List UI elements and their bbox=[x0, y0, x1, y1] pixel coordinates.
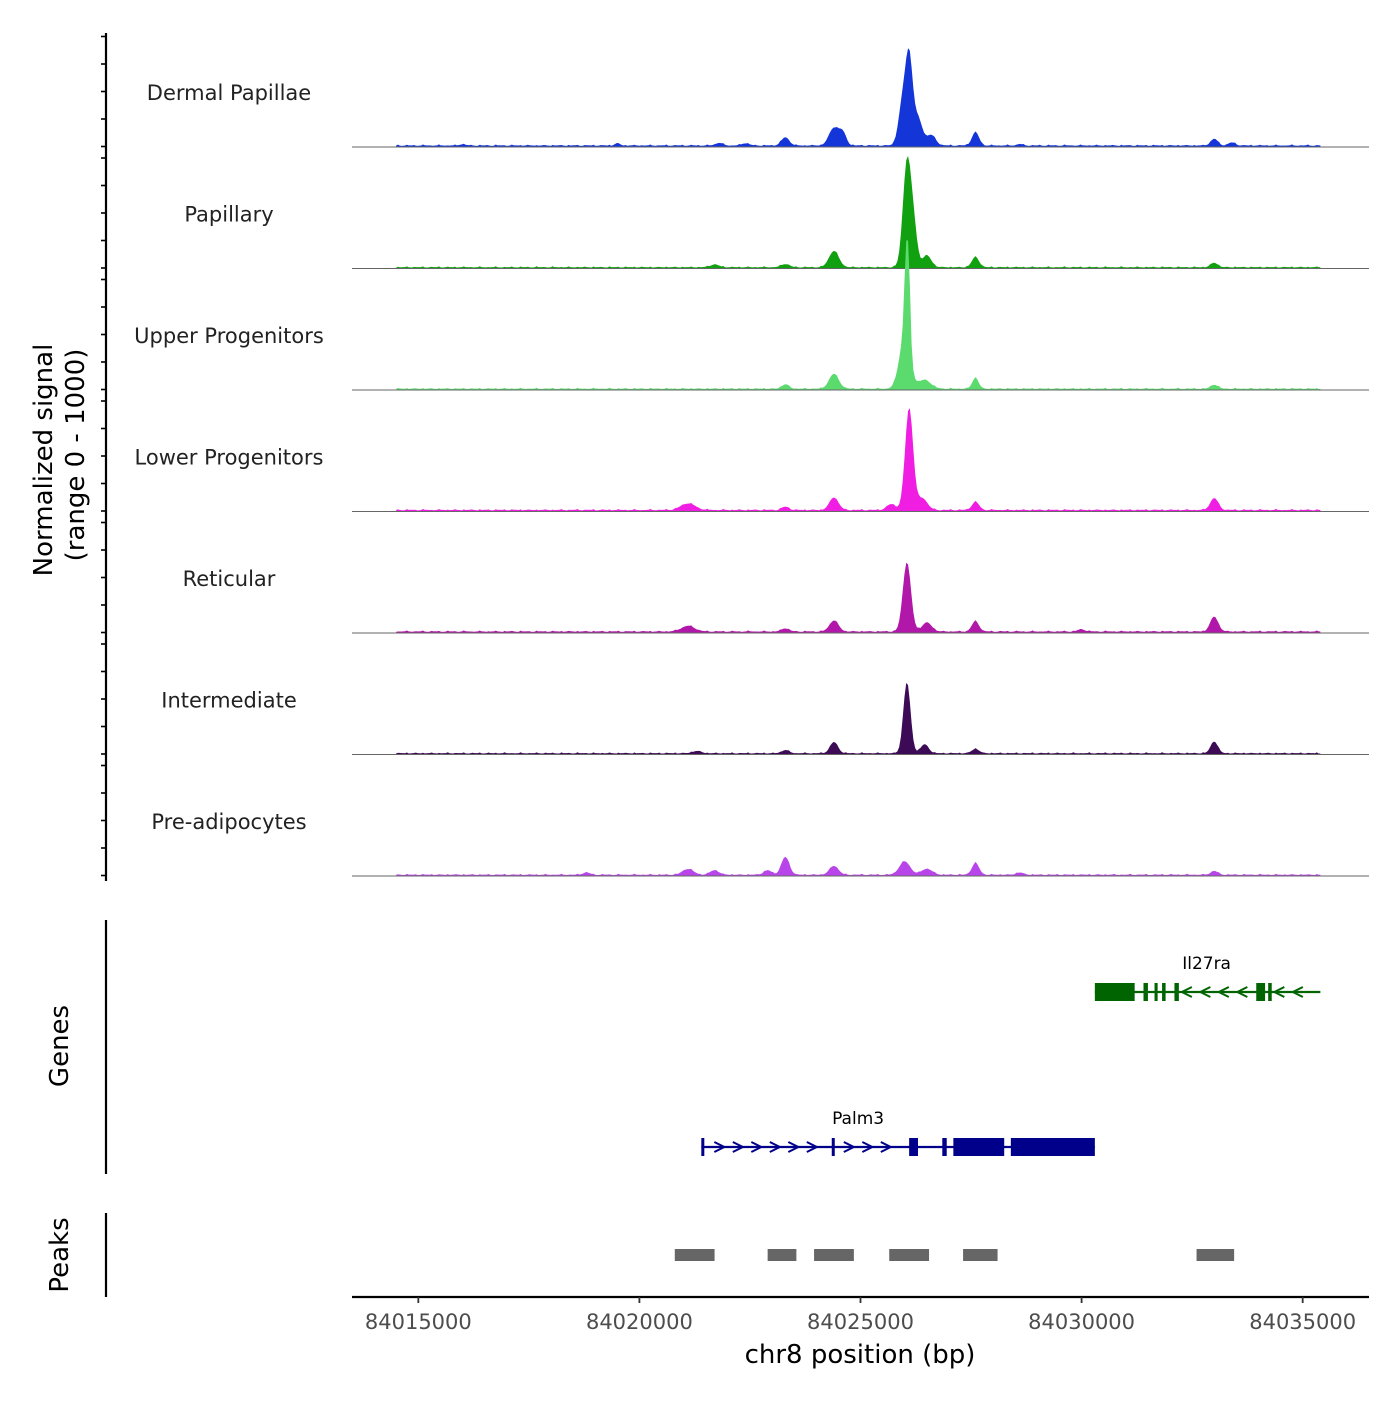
peak-block bbox=[1196, 1249, 1235, 1261]
x-tick-label: 84020000 bbox=[586, 1310, 693, 1334]
coverage-track: Reticular bbox=[183, 562, 1369, 634]
exon-block bbox=[1143, 983, 1148, 1001]
strand-arrow bbox=[806, 1141, 820, 1153]
genes-y-label: Genes bbox=[45, 1005, 75, 1087]
gene-label: Il27ra bbox=[1182, 954, 1231, 974]
coverage-track: Pre-adipocytes bbox=[151, 810, 1369, 877]
strand-arrow bbox=[1216, 986, 1230, 998]
strand-arrow bbox=[1179, 986, 1193, 998]
exon-block bbox=[1094, 983, 1135, 1001]
peak-block bbox=[814, 1249, 854, 1261]
track-label: Pre-adipocytes bbox=[151, 810, 306, 834]
gene-label: Palm3 bbox=[832, 1109, 884, 1129]
peak-block bbox=[963, 1249, 998, 1261]
coverage-area bbox=[396, 240, 1321, 390]
exon-block bbox=[1174, 983, 1179, 1001]
strand-arrow bbox=[732, 1141, 746, 1153]
strand-arrow bbox=[750, 1141, 764, 1153]
strand-arrow bbox=[880, 1141, 894, 1153]
coverage-area bbox=[396, 48, 1321, 147]
coverage-area bbox=[396, 856, 1321, 876]
x-tick-label: 84015000 bbox=[365, 1310, 472, 1334]
coverage-y-label-line1: Normalized signal bbox=[29, 344, 59, 577]
exon-block bbox=[1268, 983, 1272, 1001]
exon-block bbox=[942, 1138, 947, 1156]
track-label: Papillary bbox=[184, 203, 273, 227]
strand-arrow bbox=[1272, 986, 1285, 998]
axes: 84015000 84020000 84025000 84030000 84035000 bbox=[101, 33, 1369, 1334]
x-tick-label: 84025000 bbox=[807, 1310, 914, 1334]
track-label: Upper Progenitors bbox=[134, 324, 324, 348]
exon-block bbox=[1010, 1138, 1095, 1156]
peak-block bbox=[674, 1249, 715, 1261]
gene-track: Il27ra Palm3 bbox=[701, 954, 1321, 1156]
strand-arrow bbox=[861, 1141, 875, 1153]
gene-model: Palm3 bbox=[701, 1109, 1095, 1156]
coverage-area bbox=[396, 682, 1321, 754]
strand-arrow bbox=[1198, 986, 1211, 998]
peak-block bbox=[767, 1249, 797, 1261]
track-label: Dermal Papillae bbox=[147, 81, 311, 105]
track-label: Lower Progenitors bbox=[135, 446, 324, 470]
strand-arrow bbox=[713, 1141, 727, 1153]
coverage-area bbox=[396, 408, 1321, 511]
track-label: Intermediate bbox=[161, 689, 297, 713]
x-axis-title: chr8 position (bp) bbox=[745, 1340, 976, 1370]
coverage-track: Papillary bbox=[184, 156, 1369, 269]
exon-block bbox=[831, 1138, 835, 1156]
strand-arrow bbox=[769, 1141, 783, 1153]
exon-block bbox=[953, 1138, 1005, 1156]
peaks-y-label: Peaks bbox=[45, 1217, 75, 1292]
peak-block bbox=[889, 1249, 930, 1261]
exon-block bbox=[701, 1138, 705, 1156]
gene-model: Il27ra bbox=[1094, 954, 1321, 1001]
coverage-y-label-line2: (range 0 - 1000) bbox=[61, 349, 91, 562]
coverage-track: Upper Progenitors bbox=[134, 240, 1369, 391]
strand-arrow bbox=[787, 1141, 801, 1153]
strand-arrow bbox=[1235, 986, 1248, 998]
coverage-tracks: Dermal Papillae Papillary Upper Progenitor… bbox=[134, 48, 1369, 877]
exon-block bbox=[1162, 983, 1166, 1001]
x-tick-label: 84030000 bbox=[1028, 1310, 1135, 1334]
coverage-area bbox=[396, 156, 1321, 268]
coverage-track: Dermal Papillae bbox=[147, 48, 1369, 148]
strand-arrow bbox=[843, 1141, 857, 1153]
coverage-track: Lower Progenitors bbox=[135, 408, 1369, 512]
exon-block bbox=[1256, 983, 1266, 1001]
peak-track bbox=[674, 1249, 1235, 1261]
x-tick-label: 84035000 bbox=[1249, 1310, 1356, 1334]
track-label: Reticular bbox=[183, 567, 276, 591]
exon-block bbox=[909, 1138, 918, 1156]
strand-arrow bbox=[1290, 986, 1304, 998]
exon-block bbox=[1154, 983, 1158, 1001]
coverage-area bbox=[396, 562, 1321, 633]
coverage-track: Intermediate bbox=[161, 682, 1369, 755]
